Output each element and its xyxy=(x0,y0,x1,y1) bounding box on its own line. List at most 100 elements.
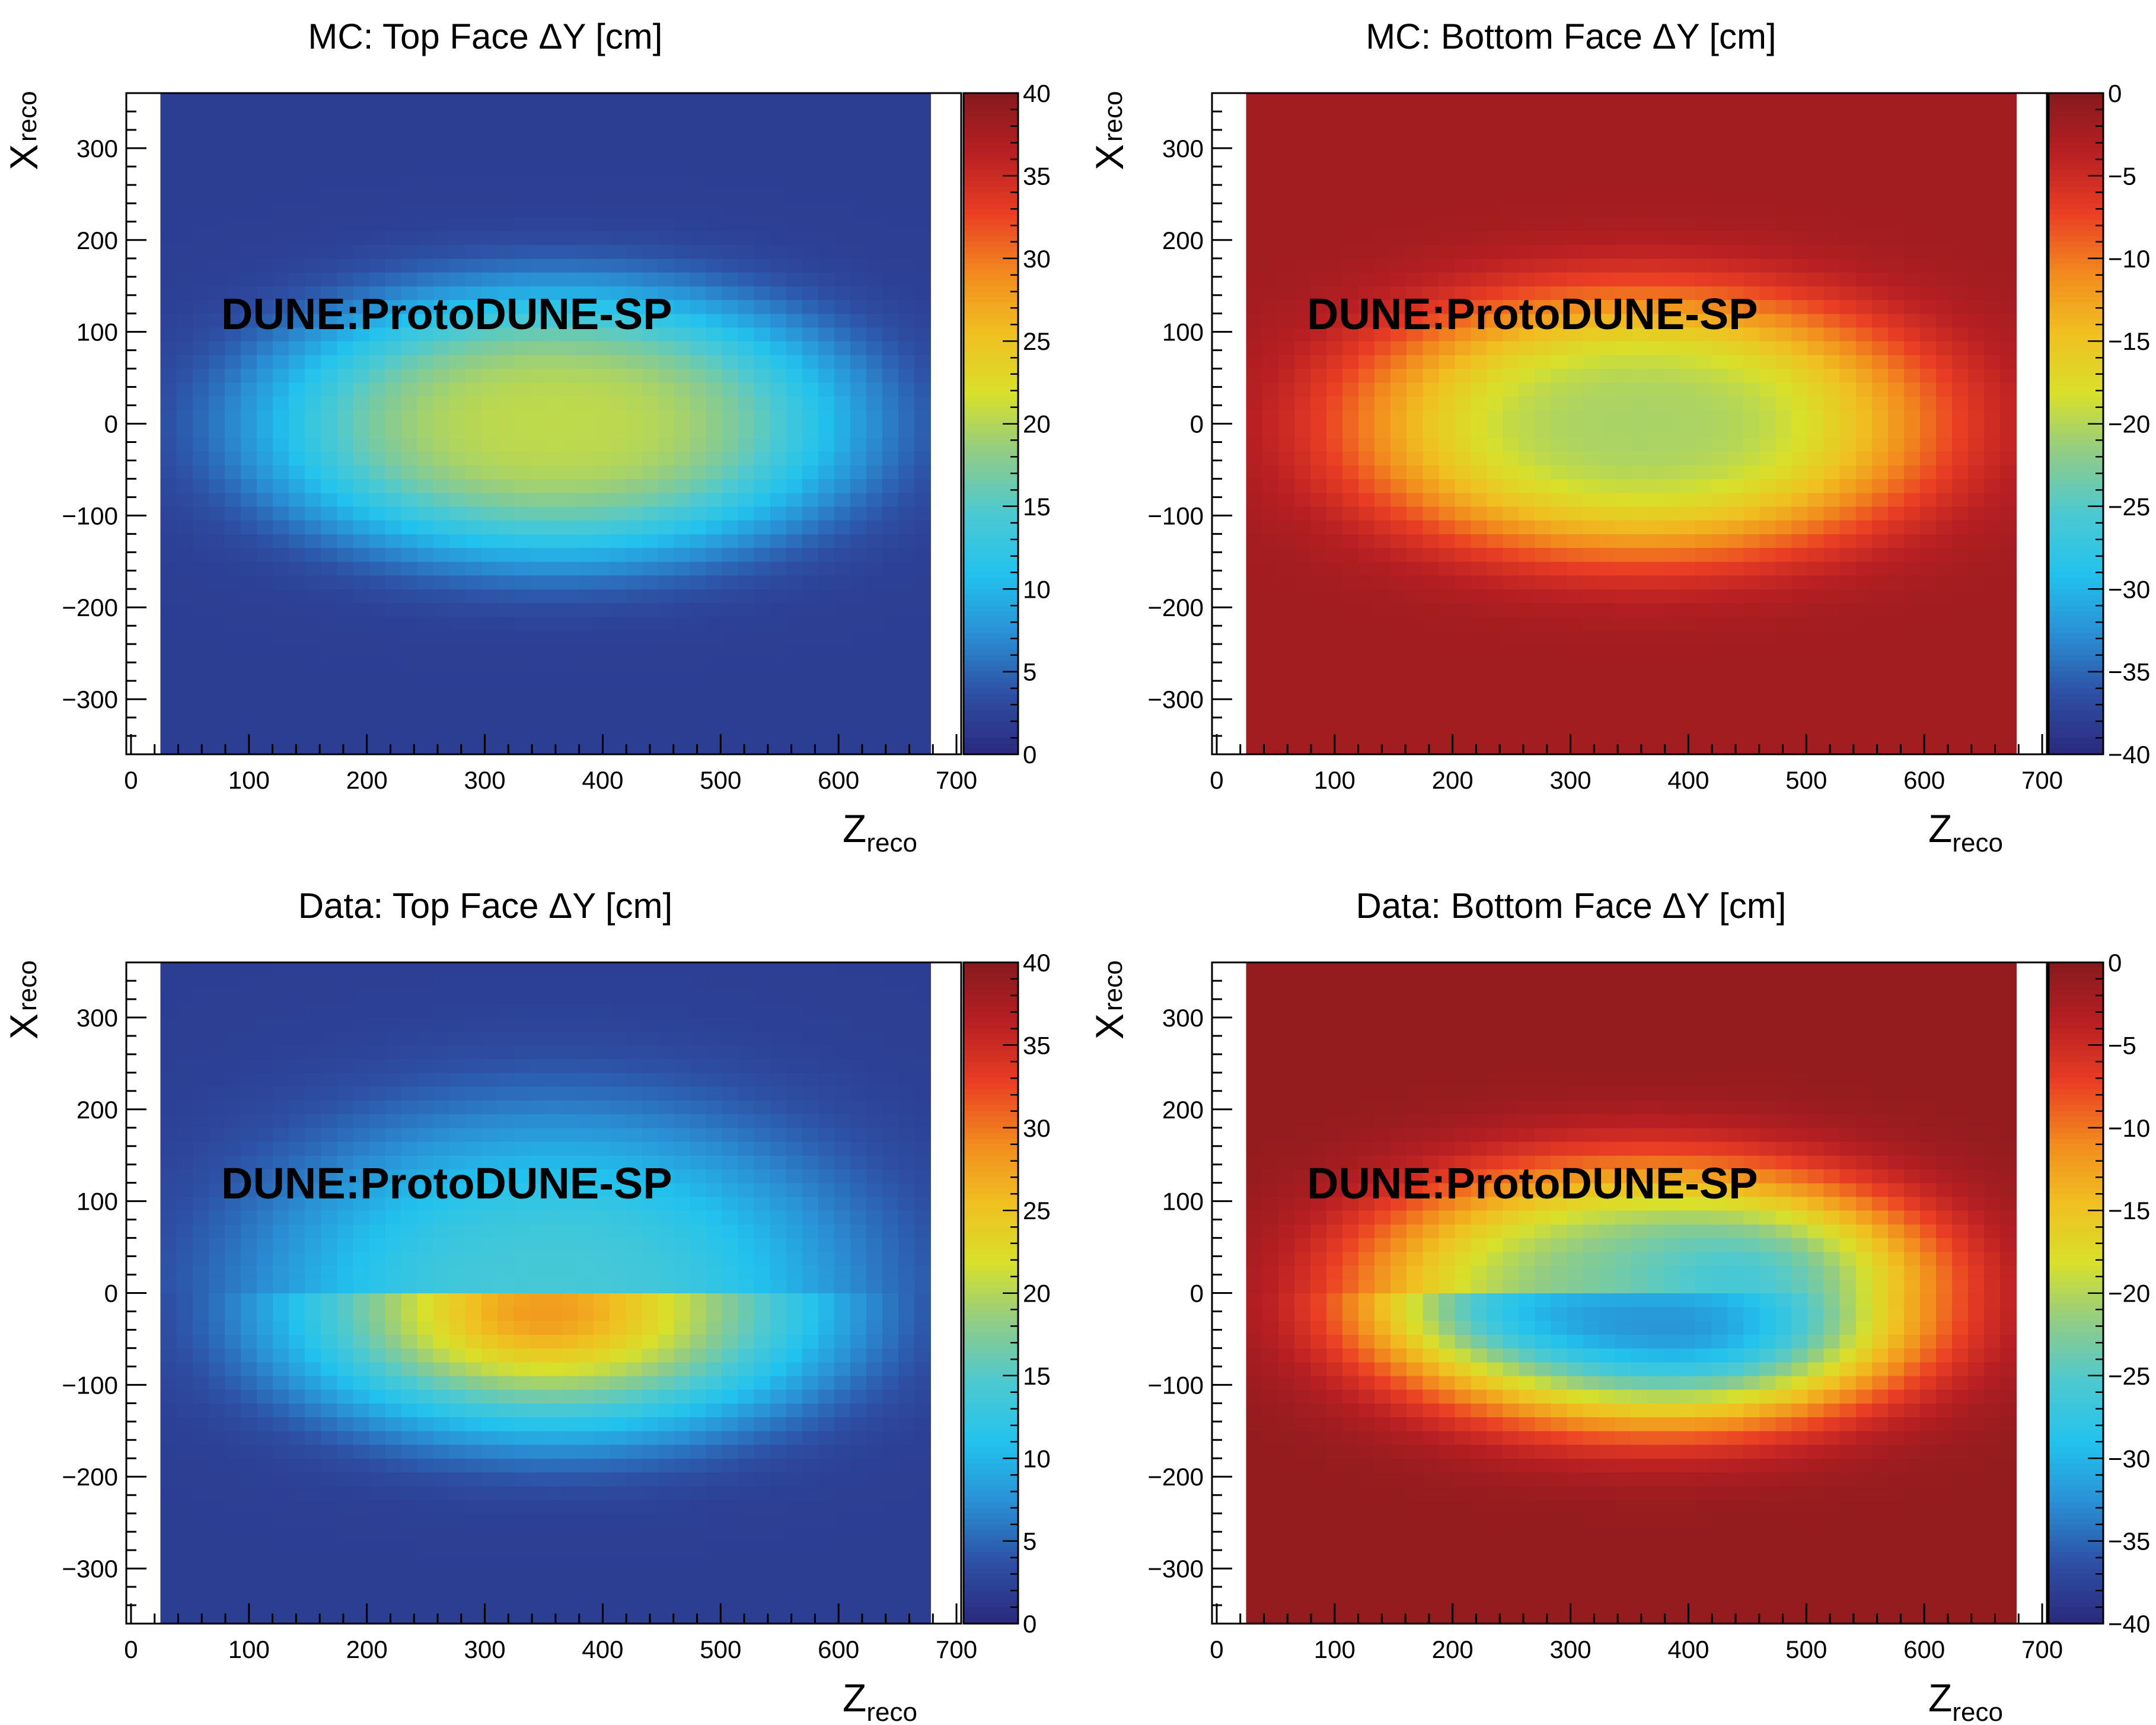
heatmap-cell xyxy=(1839,451,1857,465)
heatmap-cell xyxy=(192,148,209,162)
heatmap-cell xyxy=(722,272,739,286)
heatmap-cell xyxy=(1567,148,1584,162)
heatmap-cell xyxy=(1406,396,1423,410)
heatmap-cell xyxy=(1679,534,1696,549)
heatmap-cell xyxy=(818,396,835,410)
heatmap-cell xyxy=(481,162,498,176)
heatmap-cell xyxy=(898,368,915,383)
heatmap-cell xyxy=(1358,355,1375,369)
heatmap-cell xyxy=(1631,368,1648,383)
heatmap-cell xyxy=(786,272,803,286)
heatmap-cell xyxy=(176,368,193,383)
heatmap-cell xyxy=(385,602,402,617)
heatmap-cell xyxy=(722,479,739,493)
heatmap-cell xyxy=(1310,299,1327,314)
heatmap-cell xyxy=(1919,630,1937,645)
heatmap-cell xyxy=(1503,547,1520,562)
heatmap-cell xyxy=(481,534,498,549)
heatmap-cell xyxy=(465,258,482,273)
heatmap-cell xyxy=(401,699,418,713)
heatmap-cell xyxy=(433,286,450,301)
heatmap-cell xyxy=(1406,382,1423,397)
heatmap-cell xyxy=(1390,561,1407,576)
heatmap-cell xyxy=(1374,520,1391,534)
heatmap-cell xyxy=(1919,685,1937,700)
heatmap-cell xyxy=(1487,699,1504,713)
heatmap-cell xyxy=(594,492,610,507)
heatmap-cell xyxy=(642,630,658,645)
heatmap-cell xyxy=(497,93,514,107)
heatmap-cell xyxy=(417,176,434,190)
heatmap-cell xyxy=(578,176,594,190)
heatmap-cell xyxy=(1599,134,1616,149)
heatmap-cell xyxy=(1615,272,1632,286)
colorbar-segment xyxy=(964,479,1018,485)
heatmap-cell xyxy=(513,520,530,534)
heatmap-cell xyxy=(898,341,915,355)
heatmap-cell xyxy=(1919,451,1937,465)
heatmap-cell xyxy=(385,616,402,631)
heatmap-cell xyxy=(1711,396,1728,410)
heatmap-cell xyxy=(738,726,755,741)
colorbar-segment xyxy=(964,583,1018,590)
heatmap-cell xyxy=(1519,492,1536,507)
heatmap-cell xyxy=(257,203,273,218)
heatmap-cell xyxy=(224,231,241,245)
heatmap-cell xyxy=(192,451,209,465)
heatmap-cell xyxy=(513,120,530,135)
heatmap-cell xyxy=(1503,589,1520,604)
heatmap-cell xyxy=(1551,93,1568,107)
heatmap-cell xyxy=(417,93,434,107)
heatmap-cell xyxy=(1791,396,1809,410)
heatmap-cell xyxy=(674,148,691,162)
heatmap-cell xyxy=(1887,602,1905,617)
heatmap-cell xyxy=(1342,134,1359,149)
heatmap-cell xyxy=(465,327,482,342)
heatmap-cell xyxy=(465,699,482,713)
heatmap-cell xyxy=(1631,740,1648,755)
heatmap-cell xyxy=(594,203,610,218)
heatmap-cell xyxy=(1455,368,1472,383)
heatmap-cell xyxy=(208,423,225,438)
heatmap-cell xyxy=(273,286,289,301)
y-tick-label: 100 xyxy=(76,318,118,346)
heatmap-cell xyxy=(562,589,578,604)
heatmap-cell xyxy=(1439,148,1455,162)
heatmap-cell xyxy=(818,368,835,383)
heatmap-cell xyxy=(1759,575,1777,589)
heatmap-cell xyxy=(529,313,546,328)
heatmap-cell xyxy=(1406,740,1423,755)
heatmap-cell xyxy=(1791,162,1809,176)
heatmap-cell xyxy=(1903,410,1921,425)
heatmap-cell xyxy=(481,437,498,452)
heatmap-cell xyxy=(208,658,225,672)
heatmap-cell xyxy=(850,561,867,576)
heatmap-cell xyxy=(385,299,402,314)
heatmap-cell xyxy=(1487,203,1504,218)
heatmap-cell xyxy=(1855,189,1873,204)
colorbar-segment xyxy=(964,627,1018,634)
heatmap-cell xyxy=(1326,644,1343,658)
heatmap-cell xyxy=(1599,203,1616,218)
heatmap-cell xyxy=(1775,726,1793,741)
heatmap-cell xyxy=(289,534,305,549)
heatmap-cell xyxy=(1358,547,1375,562)
heatmap-cell xyxy=(1807,713,1825,728)
heatmap-cell xyxy=(1839,203,1857,218)
heatmap-cell xyxy=(1679,726,1696,741)
heatmap-cell xyxy=(706,368,723,383)
heatmap-cell xyxy=(401,382,418,397)
heatmap-cell xyxy=(465,726,482,741)
heatmap-cell xyxy=(208,120,225,135)
heatmap-cell xyxy=(1262,258,1279,273)
heatmap-cell xyxy=(1759,740,1777,755)
heatmap-cell xyxy=(1519,699,1536,713)
heatmap-cell xyxy=(706,176,723,190)
heatmap-cell xyxy=(305,616,321,631)
heatmap-cell xyxy=(1599,272,1616,286)
heatmap-cell xyxy=(240,299,257,314)
heatmap-cell xyxy=(240,410,257,425)
heatmap-cell xyxy=(722,602,739,617)
heatmap-cell xyxy=(1647,465,1664,480)
heatmap-cell xyxy=(674,382,691,397)
